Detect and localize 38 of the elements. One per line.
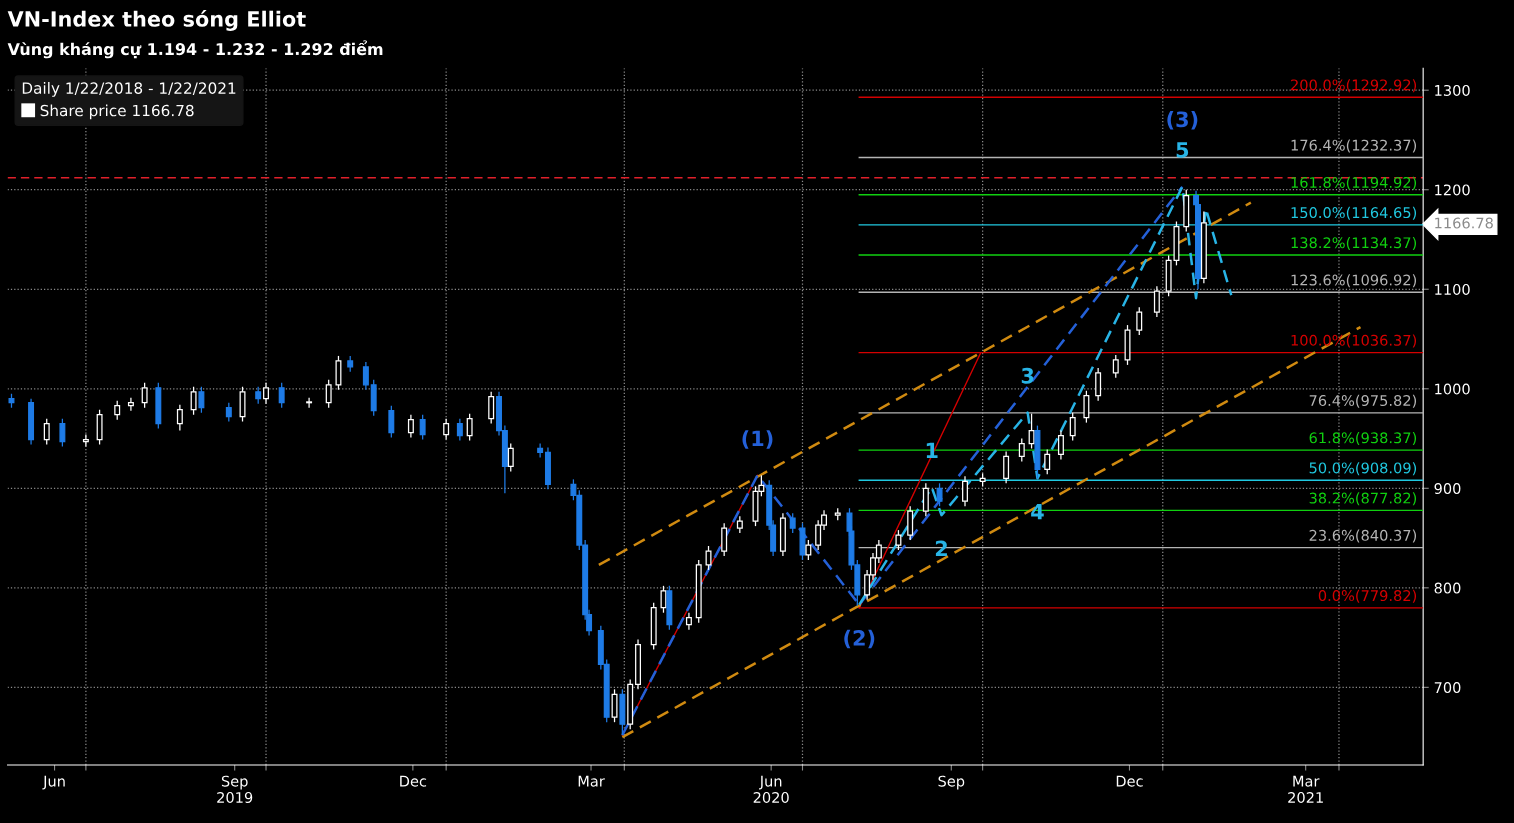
y-tick-label: 900 [1434, 483, 1461, 495]
chart-title: VN-Index theo sóng Elliot [7, 9, 306, 32]
series-label: 100.0%(1036.37) [1291, 334, 1417, 348]
series-label: 200.0%(1292.92) [1291, 79, 1417, 93]
series-label: 123.6%(1096.92) [1291, 274, 1417, 288]
series-label: 176.4%(1232.37) [1291, 139, 1417, 153]
y-tick-label: 1200 [1435, 184, 1470, 196]
annotation: (1) [742, 430, 773, 449]
x-tick-label: Sep 2019 [217, 775, 253, 804]
series-label: 138.2%(1134.37) [1291, 236, 1417, 250]
y-tick-label: 1000 [1435, 383, 1470, 395]
y-tick-label: 1300 [1435, 84, 1470, 96]
x-tick-label: Jun [42, 775, 65, 790]
series-label: 150.0%(1164.65) [1291, 206, 1417, 220]
series-label: 0.0%(779.82) [1318, 589, 1417, 603]
series-label: 50.0%(908.09) [1309, 462, 1417, 476]
series-label: 38.2%(877.82) [1309, 492, 1417, 506]
x-tick-label: Dec [400, 775, 427, 787]
y-tick-label: 800 [1434, 582, 1461, 594]
series-label: 61.8%(938.37) [1309, 432, 1417, 446]
annotation: 5 [1176, 142, 1189, 158]
annotation: (3) [1167, 111, 1198, 130]
x-tick-label: Jun 2020 [753, 775, 789, 804]
x-tick-label: Sep [938, 775, 965, 790]
annotation: (2) [844, 629, 875, 649]
series-label: 161.8%(1194.92) [1291, 176, 1417, 190]
y-tick-label: 700 [1434, 682, 1461, 694]
series-label: 76.4%(975.82) [1309, 394, 1417, 408]
y-tick-label: 1100 [1435, 283, 1470, 295]
series-label: 23.6%(840.37) [1309, 529, 1417, 543]
x-tick-label: Mar 2021 [1288, 775, 1323, 804]
y-tick-label: 1166.78 [1435, 217, 1493, 229]
legend-label: Share price 1166.78 [40, 104, 194, 120]
annotation: 3 [1021, 367, 1034, 384]
legend-title: Daily 1/22/2018 - 1/22/2021 [22, 82, 236, 97]
x-tick-label: Dec [1116, 775, 1143, 787]
x-tick-label: Mar [578, 775, 605, 787]
chart-subtitle: Vùng kháng cự 1.194 - 1.232 - 1.292 điểm [7, 40, 383, 59]
